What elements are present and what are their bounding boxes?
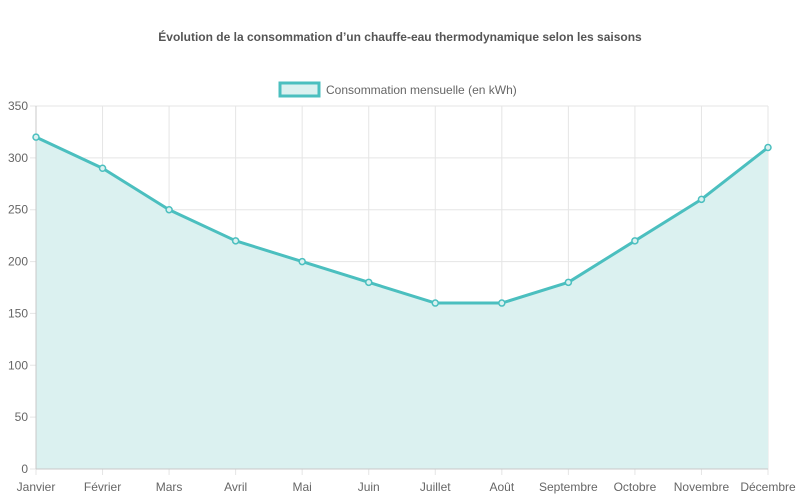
data-point[interactable] — [631, 237, 639, 245]
x-tick-label: Juillet — [420, 480, 451, 494]
x-tick-label: Août — [489, 480, 514, 494]
x-tick-label: Avril — [224, 480, 247, 494]
y-tick-label: 350 — [8, 99, 28, 113]
x-tick-label: Octobre — [614, 480, 657, 494]
data-point[interactable] — [98, 164, 107, 172]
series-area-fill — [36, 137, 768, 469]
data-point[interactable] — [32, 133, 40, 141]
x-tick-label: Septembre — [539, 480, 598, 494]
y-tick-label: 100 — [8, 358, 28, 372]
plot-area — [35, 135, 769, 469]
chart-title: Évolution de la consommation d’un chauff… — [158, 29, 642, 44]
y-tick-label: 200 — [8, 255, 28, 269]
data-point[interactable] — [364, 278, 373, 287]
y-tick-label: 50 — [15, 410, 29, 424]
x-tick-label: Mars — [156, 480, 183, 494]
x-tick-label: Février — [84, 480, 121, 494]
data-points — [32, 133, 772, 307]
x-tick-label: Mai — [293, 480, 312, 494]
y-tick-label: 250 — [8, 203, 28, 217]
data-point[interactable] — [498, 299, 506, 307]
x-tick-label: Novembre — [674, 480, 730, 494]
data-point[interactable] — [165, 205, 173, 214]
data-point[interactable] — [564, 278, 573, 287]
y-tick-label: 0 — [21, 462, 28, 476]
legend-swatch[interactable] — [278, 81, 321, 98]
legend-label[interactable]: Consommation mensuelle (en kWh) — [326, 83, 517, 97]
data-point[interactable] — [431, 299, 440, 307]
y-tick-label: 150 — [8, 306, 28, 320]
x-tick-label: Janvier — [17, 480, 56, 494]
axes: 0 50 100 150 200 250 300 350 Janvier Février Mars A… — [8, 99, 796, 494]
series-line — [35, 135, 769, 305]
y-tick-label: 300 — [8, 151, 28, 165]
x-tick-label: Juin — [358, 480, 380, 494]
data-point[interactable] — [697, 195, 706, 204]
legend[interactable]: Consommation mensuelle (en kWh) — [278, 81, 517, 98]
data-point[interactable] — [298, 257, 306, 266]
data-point[interactable] — [231, 237, 240, 245]
x-tick-label: Décembre — [740, 480, 796, 494]
data-point[interactable] — [764, 143, 772, 152]
